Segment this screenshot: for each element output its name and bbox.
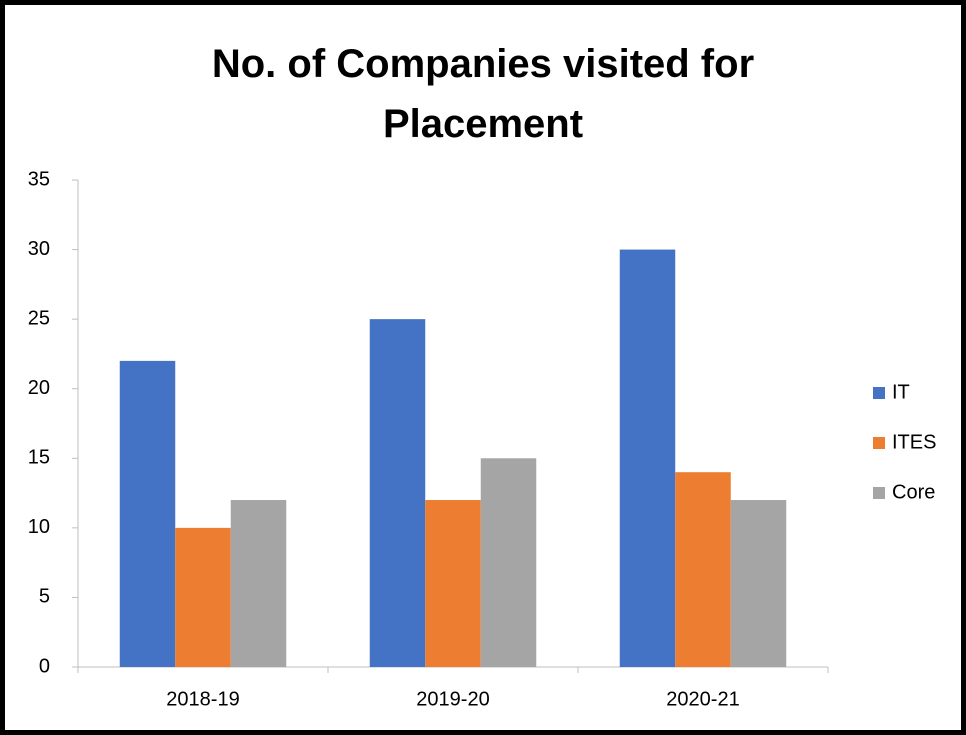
bar	[175, 527, 231, 667]
bar	[619, 249, 676, 668]
chart-title: No. of Companies visited for Placement	[211, 42, 755, 146]
y-tick-label: 0	[39, 655, 50, 677]
y-tick-label: 30	[28, 238, 50, 260]
y-tick-label: 25	[28, 307, 50, 329]
bar	[119, 360, 176, 667]
bar	[730, 500, 787, 667]
bar	[230, 500, 287, 667]
y-tick-label: 10	[28, 516, 50, 538]
y-tick-label: 20	[28, 377, 50, 399]
legend-swatch	[873, 387, 885, 399]
bar	[675, 472, 731, 667]
bar	[425, 500, 481, 667]
bar	[480, 458, 537, 667]
legend-swatch	[873, 437, 885, 449]
bar	[369, 319, 426, 667]
y-tick-label: 5	[39, 586, 50, 608]
x-tick-label: 2019-20	[416, 688, 489, 710]
y-tick-label: 35	[28, 168, 50, 190]
legend-label: ITES	[892, 431, 936, 453]
y-tick-label: 15	[28, 447, 50, 469]
legend-swatch	[873, 487, 885, 499]
x-tick-label: 2018-19	[166, 688, 239, 710]
legend-label: IT	[892, 381, 910, 403]
x-tick-label: 2020-21	[666, 688, 739, 710]
legend-label: Core	[892, 481, 935, 503]
